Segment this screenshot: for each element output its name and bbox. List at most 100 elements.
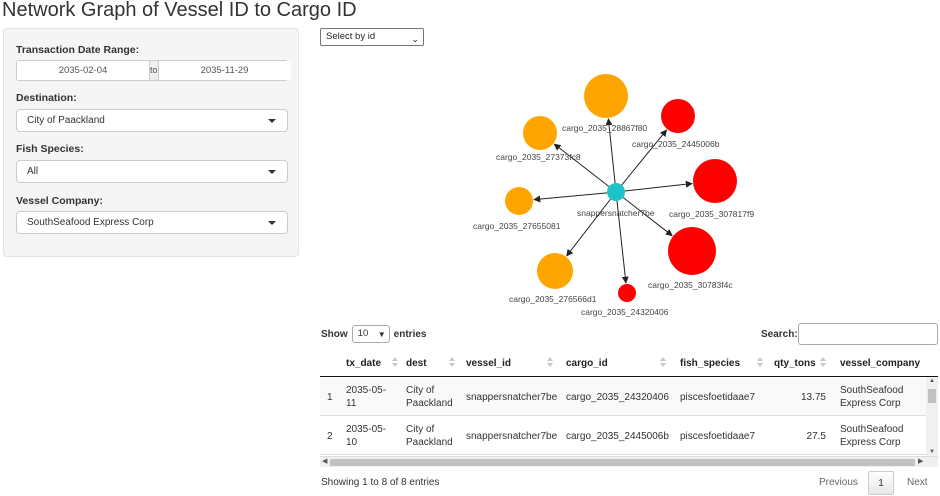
sort-icon [547, 356, 553, 368]
column-header-qty-tons[interactable]: qty_tons [774, 358, 816, 369]
filter-panel: Transaction Date Range: to Destination: … [3, 28, 299, 257]
network-edge [616, 200, 629, 284]
date-range-picker: to [16, 60, 291, 81]
date-start-input[interactable] [17, 61, 149, 80]
cargo-node[interactable] [505, 187, 533, 215]
cargo-node[interactable] [523, 116, 557, 150]
horizontal-scrollbar[interactable]: ◀ ▶ [320, 456, 938, 467]
cargo-node[interactable] [584, 74, 628, 118]
cargo-node-label: cargo_2035_2445006b [632, 139, 720, 149]
fish-species-value: All [27, 166, 39, 177]
select-by-id-dropdown[interactable]: Select by id ⌄ [320, 28, 424, 46]
scroll-thumb[interactable] [928, 389, 936, 403]
cell-cargo-id: cargo_2035_24320406 [566, 392, 669, 403]
cell-vessel-company: SouthSeafood Express Corp [840, 385, 904, 409]
scroll-right-icon[interactable]: ▶ [918, 458, 924, 465]
cargo-node-label: cargo_2035_27373fc8 [496, 152, 581, 162]
cargo-node-label: cargo_2035_307817f9 [669, 209, 754, 219]
chevron-down-icon: ▼ [377, 330, 386, 339]
destination-select[interactable]: City of Paackland [16, 109, 288, 132]
date-range-separator: to [149, 61, 159, 80]
table-header: tx_date dest vessel_id cargo_id fish_spe… [320, 349, 938, 377]
cargo-node-label: cargo_2035_24320406 [581, 307, 669, 317]
next-page-button[interactable]: Next [907, 477, 928, 488]
cargo-node-label: cargo_2035_276566d1 [509, 294, 597, 304]
cargo-node[interactable] [693, 159, 737, 203]
sort-icon [660, 356, 666, 368]
chevron-down-icon [268, 170, 276, 174]
cargo-node-label: cargo_2035_28867f80 [562, 123, 647, 133]
cell-vessel-id: snappersnatcher7be [466, 431, 558, 442]
date-range-label: Transaction Date Range: [16, 44, 140, 56]
cell-dest: City of Paackland [406, 424, 453, 448]
cell-tx-date: 2035-05- 11 [346, 385, 387, 409]
cell-cargo-id: cargo_2035_2445006b [566, 431, 669, 442]
entries-label: entries [393, 328, 427, 340]
column-header-vessel-company[interactable]: vessel_company [840, 358, 921, 369]
fish-species-select[interactable]: All [16, 160, 288, 183]
cell-tx-date: 2035-05- 10 [346, 424, 387, 448]
destination-value: City of Paackland [27, 115, 105, 126]
entries-select[interactable]: 10 ▼ [351, 325, 390, 343]
cargo-node[interactable] [537, 253, 573, 289]
network-edge [566, 198, 611, 257]
column-header-cargo-id[interactable]: cargo_id [566, 358, 608, 369]
vessel-company-label: Vessel Company: [16, 195, 103, 207]
cell-qty-tons: 13.75 [800, 392, 826, 403]
network-edge [624, 180, 693, 192]
cell-vessel-id: snappersnatcher7be [466, 392, 558, 403]
cargo-node-label: cargo_2035_27655081 [473, 221, 561, 231]
cargo-node[interactable] [661, 99, 695, 133]
column-header-vessel-id[interactable]: vessel_id [466, 358, 512, 369]
destination-label: Destination: [16, 92, 77, 104]
data-table: tx_date dest vessel_id cargo_id fish_spe… [320, 349, 938, 467]
table-info: Showing 1 to 8 of 8 entries [321, 477, 440, 488]
select-by-id-value: Select by id [326, 31, 376, 42]
entries-value: 10 [357, 328, 369, 339]
cell-fish-species: piscesfoetidaae7 [680, 431, 756, 442]
table-row[interactable]: 2 2035-05- 10 City of Paackland snappersna… [320, 417, 938, 455]
cell-fish-species: piscesfoetidaae7 [680, 392, 756, 403]
chevron-down-icon [268, 221, 276, 225]
cell-dest: City of Paackland [406, 385, 453, 409]
network-edge [621, 129, 668, 186]
sort-icon [449, 356, 455, 368]
network-edge [622, 197, 673, 237]
scroll-left-icon[interactable]: ◀ [322, 458, 328, 465]
table-row[interactable]: 1 2035-05- 11 City of Paackland snappersna… [320, 378, 938, 416]
scroll-thumb[interactable] [330, 459, 915, 466]
network-edge [553, 143, 610, 187]
row-index: 2 [327, 431, 333, 442]
sort-icon [757, 356, 763, 368]
cargo-node[interactable] [618, 284, 636, 302]
show-label: Show [321, 328, 348, 340]
column-header-tx-date[interactable]: tx_date [346, 358, 382, 369]
network-edge [605, 118, 616, 184]
search-label: Search: [761, 329, 798, 340]
column-header-dest[interactable]: dest [406, 358, 427, 369]
network-edge [533, 192, 608, 203]
vertical-scrollbar[interactable]: ▲ ▼ [926, 377, 938, 456]
entries-length-control: Show 10 ▼ entries [321, 325, 426, 343]
vessel-company-value: SouthSeafood Express Corp [27, 217, 154, 228]
sort-icon [820, 356, 826, 368]
cargo-node[interactable] [668, 227, 716, 275]
fish-species-label: Fish Species: [16, 143, 84, 155]
column-header-fish-species[interactable]: fish_species [680, 358, 741, 369]
chevron-down-icon: ⌄ [411, 34, 419, 44]
page-1-button[interactable]: 1 [868, 471, 894, 495]
cargo-node-label: cargo_2035_30783f4c [648, 280, 733, 290]
vessel-node-label: snappersnatcher7be [577, 208, 655, 218]
cell-qty-tons: 27.5 [806, 431, 826, 442]
cell-vessel-company: SouthSeafood Express Corp [840, 424, 904, 448]
date-end-input[interactable] [158, 61, 291, 80]
scroll-up-icon[interactable]: ▲ [929, 378, 935, 384]
previous-page-button[interactable]: Previous [819, 477, 858, 488]
search-input[interactable] [798, 323, 938, 345]
page-title: Network Graph of Vessel ID to Cargo ID [2, 0, 357, 21]
chevron-down-icon [268, 119, 276, 123]
vessel-node[interactable] [607, 183, 625, 201]
scroll-down-icon[interactable]: ▼ [929, 449, 935, 455]
vessel-company-select[interactable]: SouthSeafood Express Corp [16, 211, 288, 234]
network-graph[interactable]: cargo_2035_28867f80 cargo_2035_2445006bca… [0, 0, 940, 330]
